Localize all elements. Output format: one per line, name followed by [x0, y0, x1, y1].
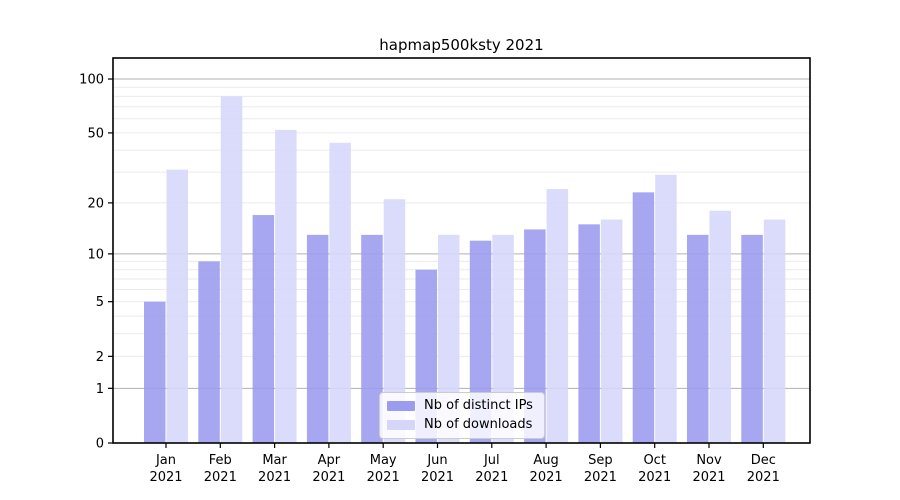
x-tick-label-month: May [370, 453, 397, 468]
x-tick-label-year: 2021 [530, 470, 563, 485]
x-tick-label-year: 2021 [204, 470, 237, 485]
x-tick-label-month: Jun [426, 453, 447, 468]
bar-nb-of-downloads-feb [220, 96, 243, 443]
bar-nb-of-distinct-ips-oct [632, 192, 655, 443]
legend-label-distinct-ips: Nb of distinct IPs [424, 398, 533, 413]
legend-swatch-downloads [387, 419, 415, 430]
x-tick-label-year: 2021 [584, 470, 617, 485]
legend: Nb of distinct IPs Nb of downloads [379, 392, 545, 439]
x-tick-label-year: 2021 [149, 470, 182, 485]
bar-nb-of-distinct-ips-mar [252, 215, 275, 443]
bar-nb-of-downloads-aug [546, 189, 569, 443]
x-tick-label-year: 2021 [475, 470, 508, 485]
y-tick-label: 20 [87, 196, 104, 211]
x-tick-label-year: 2021 [421, 470, 454, 485]
x-tick-label-month: Jan [155, 453, 176, 468]
bar-nb-of-downloads-dec [763, 219, 786, 443]
bar-nb-of-distinct-ips-aug [524, 229, 546, 443]
bar-nb-of-distinct-ips-sep [578, 224, 600, 443]
legend-label-downloads: Nb of downloads [424, 417, 533, 432]
bar-nb-of-downloads-sep [600, 219, 623, 443]
y-tick-label: 0 [96, 437, 104, 452]
y-tick-label: 5 [96, 295, 104, 310]
chart-title: hapmap500ksty 2021 [379, 36, 544, 54]
x-tick-label-month: Feb [209, 453, 232, 468]
y-tick-label: 2 [96, 350, 104, 365]
x-tick-label-month: Apr [318, 453, 341, 468]
x-tick-label-month: Oct [643, 453, 665, 468]
x-tick-label-month: Aug [533, 453, 558, 468]
x-tick-label-year: 2021 [312, 470, 345, 485]
bar-nb-of-downloads-oct [655, 174, 677, 444]
x-tick-label-year: 2021 [367, 470, 400, 485]
x-tick-label-month: Sep [588, 453, 613, 468]
y-tick-label: 10 [87, 247, 104, 262]
bar-nb-of-downloads-nov [709, 210, 731, 443]
y-tick-label: 50 [87, 126, 104, 141]
x-tick-label-year: 2021 [258, 470, 291, 485]
x-tick-label-year: 2021 [747, 470, 780, 485]
y-tick-label: 1 [96, 382, 104, 397]
x-tick-label-month: Dec [751, 453, 776, 468]
x-tick-label-month: Nov [696, 453, 722, 468]
x-tick-label-month: Mar [262, 453, 287, 468]
x-tick-label-month: Jul [483, 453, 500, 468]
bar-nb-of-downloads-may [383, 199, 406, 443]
bar-nb-of-downloads-jul [492, 234, 514, 443]
bar-nb-of-distinct-ips-dec [741, 234, 763, 443]
x-tick-label-year: 2021 [692, 470, 725, 485]
bar-nb-of-downloads-mar [275, 129, 297, 443]
bar-nb-of-distinct-ips-jan [144, 301, 166, 443]
y-tick-label: 100 [79, 73, 104, 88]
bar-nb-of-distinct-ips-feb [198, 261, 220, 443]
plot-border [112, 57, 811, 444]
bar-nb-of-distinct-ips-may [361, 234, 383, 443]
legend-swatch-distinct-ips [387, 400, 415, 411]
bar-nb-of-downloads-apr [329, 142, 351, 443]
legend-row-downloads: Nb of downloads [387, 417, 535, 432]
bar-nb-of-distinct-ips-apr [306, 234, 329, 443]
bar-nb-of-downloads-jan [166, 169, 188, 443]
x-tick-label-year: 2021 [638, 470, 671, 485]
legend-row-distinct-ips: Nb of distinct IPs [387, 398, 535, 413]
bar-nb-of-distinct-ips-nov [687, 234, 709, 443]
bar-nb-of-downloads-jun [438, 234, 460, 443]
